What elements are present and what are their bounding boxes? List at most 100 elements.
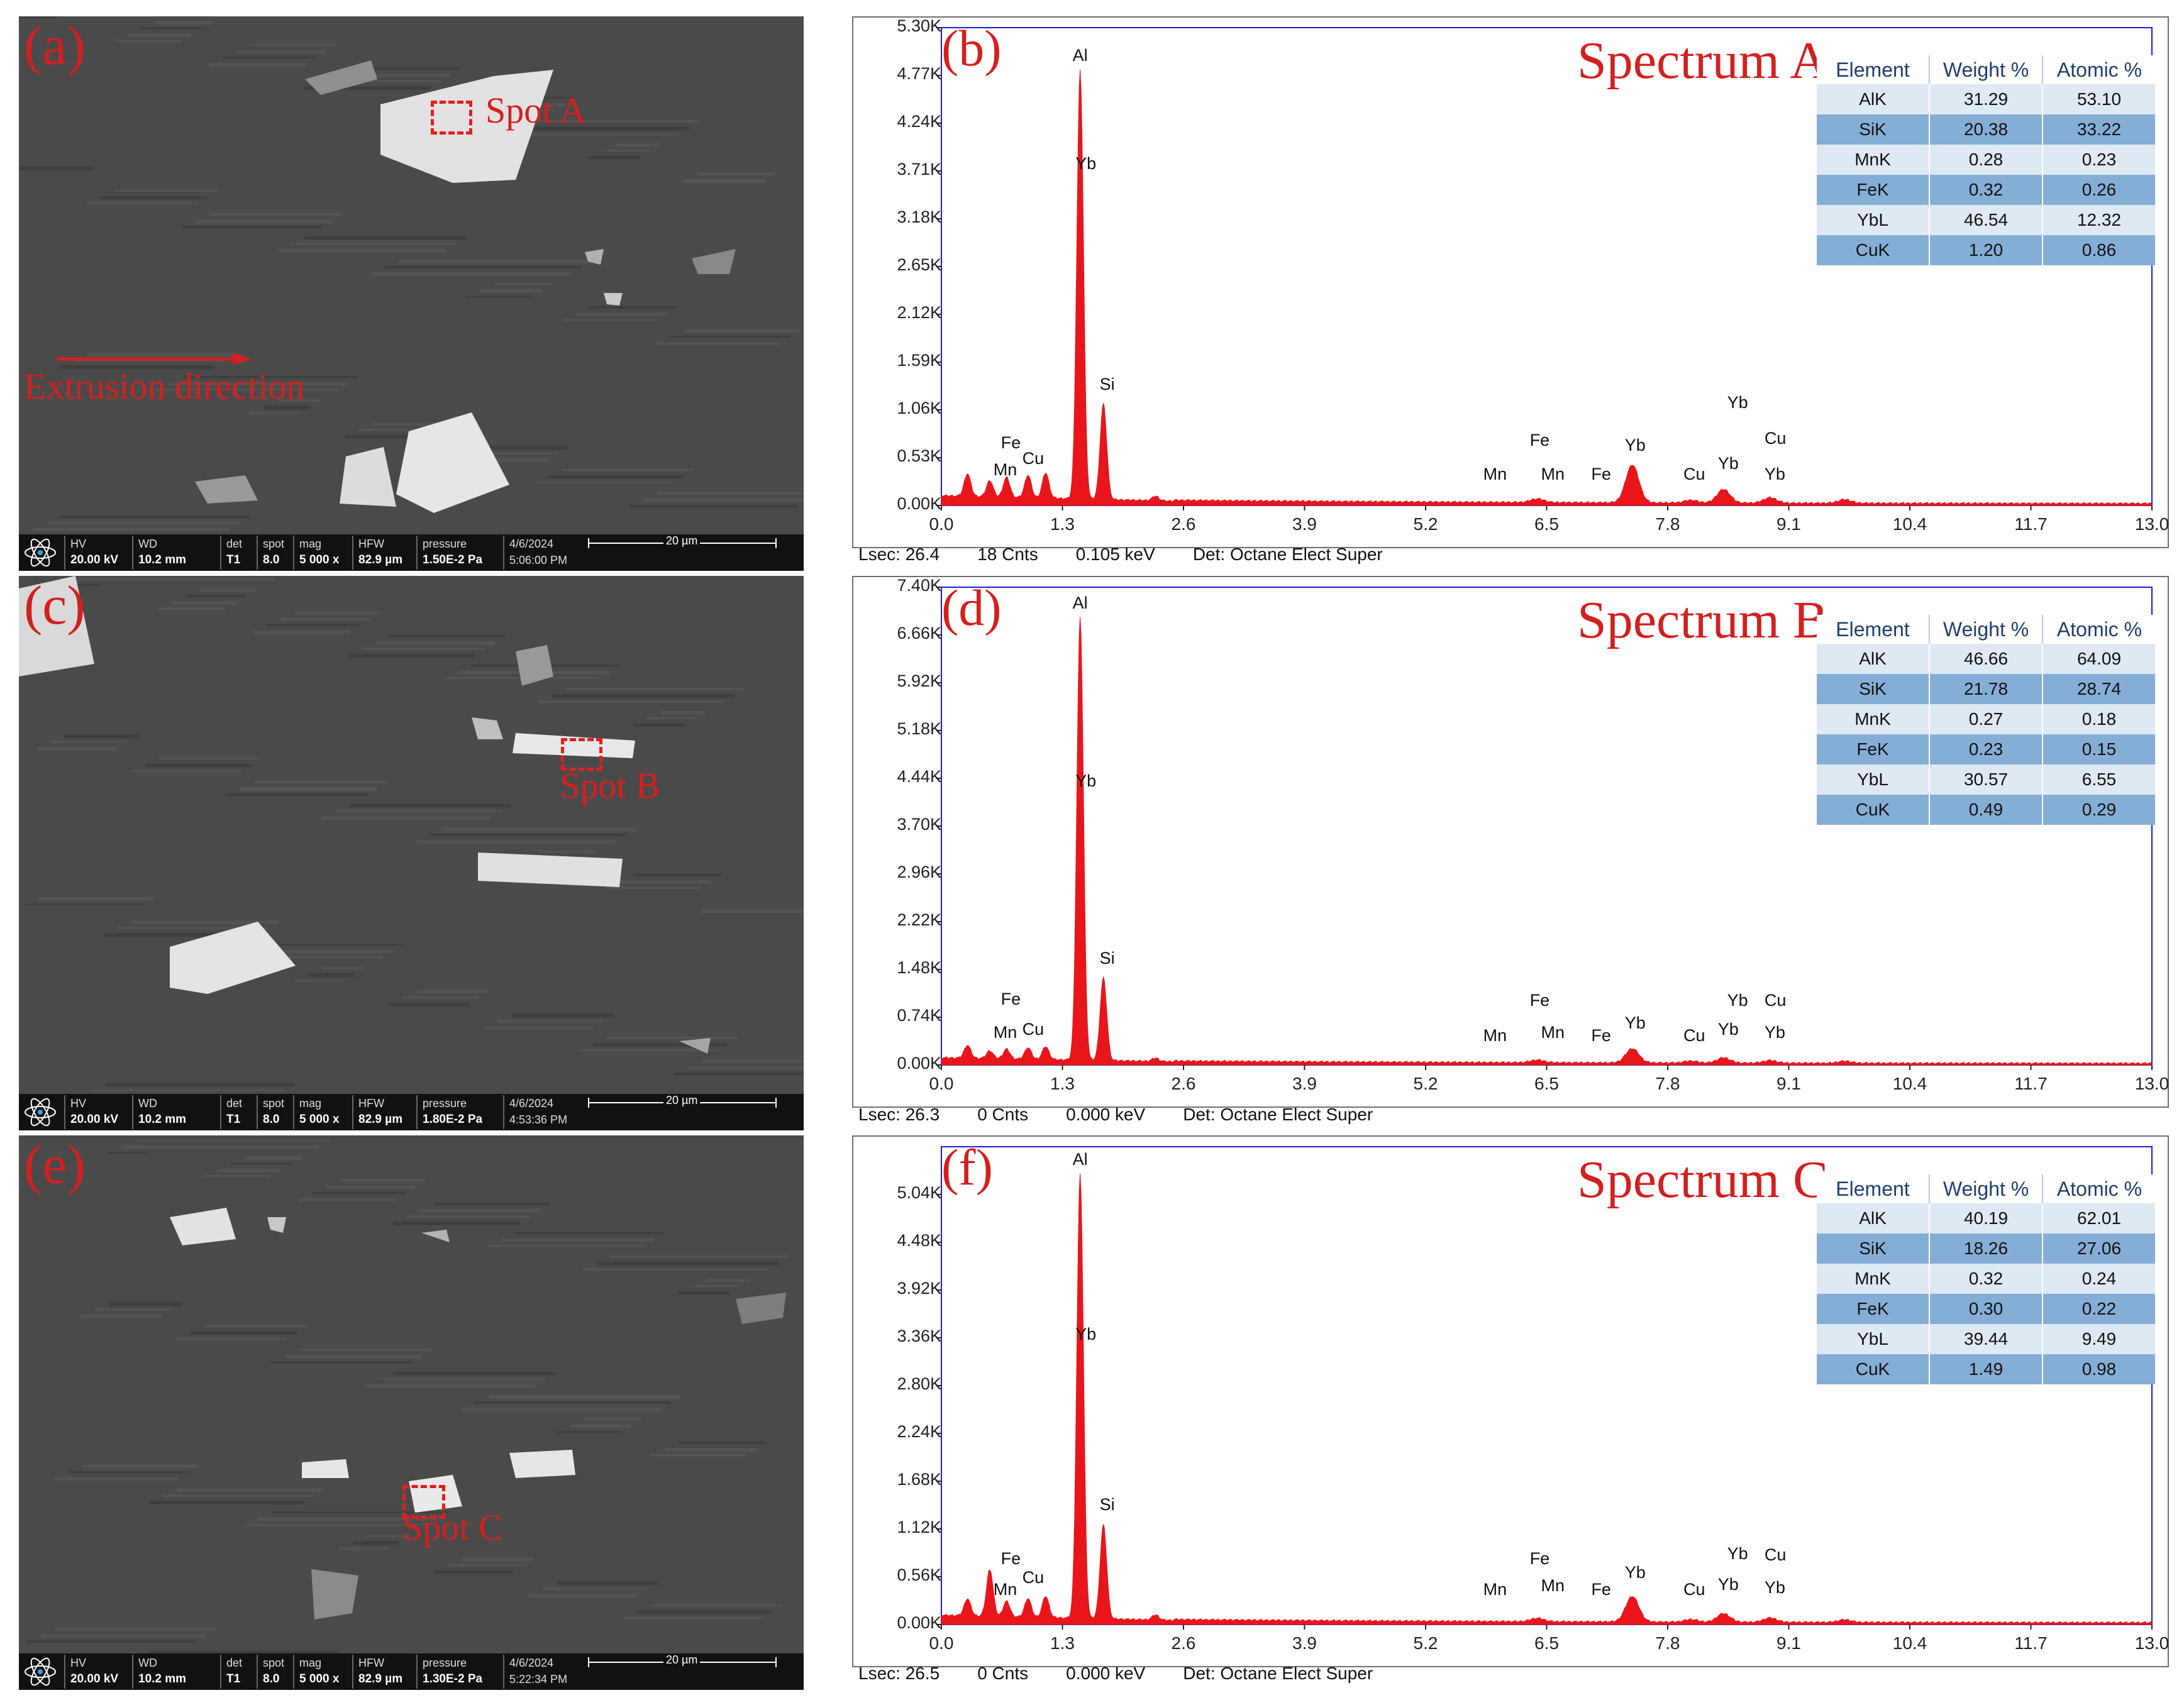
texture-streak [349, 804, 511, 807]
x-tick-label: 1.3 [1050, 1633, 1075, 1653]
texture-streak [196, 219, 332, 223]
databar-wd: WD 10.2 mm [132, 1655, 186, 1689]
databar-key: pressure [423, 1097, 467, 1110]
table-cell: 0.98 [2043, 1354, 2156, 1384]
texture-streak [27, 1640, 195, 1643]
texture-streak [47, 522, 240, 524]
databar-value: 20.00 kV [70, 1113, 119, 1126]
particle [311, 1569, 358, 1619]
table-cell: 18.26 [1929, 1233, 2043, 1264]
texture-streak [579, 1049, 718, 1051]
x-tick-label: 5.2 [1413, 514, 1438, 534]
databar-key: det [226, 1097, 243, 1110]
texture-streak [226, 793, 367, 796]
texture-streak [480, 289, 542, 292]
y-tick-label: 1.68K [897, 1470, 941, 1489]
table-row: YbL 30.57 6.55 [1817, 764, 2156, 795]
element-peak-label: Yb [1717, 1020, 1739, 1039]
texture-streak [60, 516, 250, 519]
databar-date-text: 4/6/2024 [509, 538, 554, 550]
texture-streak [203, 1175, 270, 1178]
texture-streak [697, 173, 775, 175]
texture-streak [340, 1179, 425, 1181]
scale-label: 20 µm [663, 534, 701, 548]
spectrum-plot [936, 587, 2153, 1070]
sem-micrograph [19, 16, 804, 531]
table-header-row: Element Weight % Atomic % [1817, 1174, 2156, 1203]
table-cell: 39.44 [1929, 1324, 2043, 1354]
texture-streak [199, 956, 383, 958]
texture-streak [494, 283, 552, 285]
element-peak-label: Yb [1727, 1543, 1748, 1563]
texture-streak [562, 469, 693, 471]
scale-bar: 20 µm [588, 1094, 795, 1130]
databar-key: WD [138, 1657, 157, 1669]
table-cell: 0.27 [1929, 704, 2043, 734]
texture-streak [169, 382, 348, 385]
scale-tick [775, 538, 777, 548]
databar-key: HV [70, 1657, 87, 1669]
table-row: CuK 1.49 0.98 [1817, 1354, 2156, 1384]
sem-databar: HV 20.00 kV WD 10.2 mm det T1 spot 8.0 mag 5 000 … [19, 1653, 804, 1690]
databar-value: T1 [226, 553, 241, 566]
texture-streak [322, 967, 364, 969]
texture-streak [692, 1285, 740, 1287]
texture-streak [539, 851, 597, 852]
y-tick-label: 0.53K [897, 446, 941, 465]
databar-key: HFW [358, 1657, 384, 1669]
table-cell: 0.15 [2043, 734, 2156, 764]
x-tick-label: 11.7 [2014, 1633, 2048, 1653]
databar-key: HV [70, 538, 87, 550]
databar-value: 5 000 x [299, 1672, 340, 1686]
element-peak-label: Al [1072, 593, 1088, 613]
element-peak-label: Yb [1624, 1013, 1646, 1032]
texture-streak [37, 897, 154, 900]
databar-hfw: HFW 82.9 µm [352, 1655, 402, 1689]
texture-streak [295, 612, 380, 614]
x-tick-label: 10.4 [1892, 514, 1927, 534]
footer-cnts: 0 Cnts [977, 1664, 1029, 1683]
particle [736, 1293, 786, 1324]
panel-letter: (c) [24, 576, 86, 636]
spectrum-series [941, 617, 2153, 1066]
element-peak-label: Yb [1717, 1574, 1739, 1594]
texture-streak [633, 724, 685, 727]
texture-streak [488, 1245, 644, 1247]
databar-spot: spot 8.0 [257, 1095, 284, 1129]
footer-lsec: Lsec: 26.4 [858, 544, 940, 564]
x-tick-label: 13.0 [2134, 514, 2170, 534]
databar-key: det [226, 1657, 243, 1669]
table-cell: 0.86 [2043, 235, 2156, 265]
scale-tick [588, 1657, 589, 1667]
texture-streak [345, 435, 424, 438]
databar-pressure: pressure 1.50E-2 Pa [416, 536, 482, 570]
table-cell: 0.18 [2043, 704, 2156, 734]
databar-value: 82.9 µm [358, 1672, 403, 1686]
atom-logo-icon [23, 537, 58, 568]
table-cell: 46.54 [1929, 205, 2043, 235]
table-cell: 9.49 [2043, 1324, 2156, 1354]
texture-streak [104, 933, 258, 937]
table-cell: YbL [1817, 205, 1930, 235]
element-peak-label: Mn [993, 1023, 1017, 1042]
texture-streak [602, 150, 650, 152]
sem-micrograph [19, 576, 804, 1091]
texture-streak [217, 1169, 280, 1173]
texture-streak [366, 1384, 536, 1388]
texture-streak [507, 126, 689, 130]
y-tick-label: 0.00K [897, 494, 941, 513]
element-peak-label: Cu [1683, 1026, 1705, 1046]
panel-letter: (a) [24, 16, 86, 77]
texture-streak [91, 1090, 285, 1091]
texture-streak [149, 1501, 303, 1504]
particle [513, 733, 635, 758]
texture-streak [236, 50, 326, 53]
texture-streak [64, 734, 138, 738]
y-tick-label: 2.22K [897, 910, 941, 929]
element-peak-label: Cu [1764, 1545, 1787, 1565]
texture-streak [674, 1073, 804, 1075]
element-peak-label: Yb [1075, 1324, 1097, 1344]
texture-streak [583, 1268, 768, 1271]
texture-streak [345, 67, 460, 70]
texture-streak [516, 1232, 664, 1234]
